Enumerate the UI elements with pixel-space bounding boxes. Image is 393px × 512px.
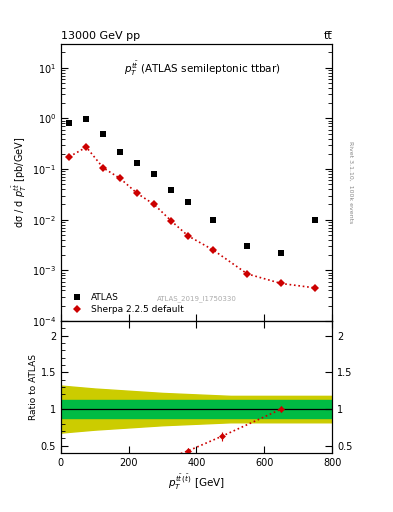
ATLAS (135, 160, 140, 166)
ATLAS (152, 171, 156, 177)
ATLAS (185, 199, 190, 205)
Sherpa 2.2.5 default (101, 165, 106, 171)
ATLAS (313, 217, 318, 223)
ATLAS (84, 116, 89, 122)
Sherpa 2.2.5 default (135, 190, 140, 197)
Sherpa 2.2.5 default (67, 154, 72, 160)
Line: Sherpa 2.2.5 default: Sherpa 2.2.5 default (66, 144, 318, 291)
Text: ATLAS_2019_I1750330: ATLAS_2019_I1750330 (156, 295, 237, 302)
ATLAS (279, 250, 284, 256)
Sherpa 2.2.5 default (118, 176, 123, 182)
Sherpa 2.2.5 default (313, 285, 318, 291)
Line: ATLAS: ATLAS (66, 116, 319, 257)
Y-axis label: dσ / d $p_T^{t\bar{t}}$ [pb/GeV]: dσ / d $p_T^{t\bar{t}}$ [pb/GeV] (11, 137, 29, 228)
ATLAS (118, 148, 123, 155)
Y-axis label: Rivet 3.1.10,  100k events: Rivet 3.1.10, 100k events (348, 141, 353, 223)
Sherpa 2.2.5 default (84, 144, 89, 150)
ATLAS (101, 132, 106, 138)
ATLAS (67, 120, 72, 126)
X-axis label: $p_T^{t\bar{t}\,(\bar{t})}$ [GeV]: $p_T^{t\bar{t}\,(\bar{t})}$ [GeV] (168, 472, 225, 492)
Text: tt̅: tt̅ (323, 31, 332, 41)
Sherpa 2.2.5 default (279, 281, 284, 287)
ATLAS (211, 217, 216, 223)
Text: $p_T^{t\bar{t}}$ (ATLAS semileptonic ttbar): $p_T^{t\bar{t}}$ (ATLAS semileptonic ttb… (124, 60, 280, 78)
Sherpa 2.2.5 default (169, 218, 173, 224)
ATLAS (169, 187, 173, 194)
ATLAS (245, 243, 250, 249)
Legend: ATLAS, Sherpa 2.2.5 default: ATLAS, Sherpa 2.2.5 default (65, 290, 186, 316)
Sherpa 2.2.5 default (211, 247, 216, 253)
Y-axis label: Ratio to ATLAS: Ratio to ATLAS (29, 354, 38, 420)
Sherpa 2.2.5 default (245, 271, 250, 277)
Text: 13000 GeV pp: 13000 GeV pp (61, 31, 140, 41)
Sherpa 2.2.5 default (152, 201, 156, 207)
Sherpa 2.2.5 default (185, 233, 190, 239)
